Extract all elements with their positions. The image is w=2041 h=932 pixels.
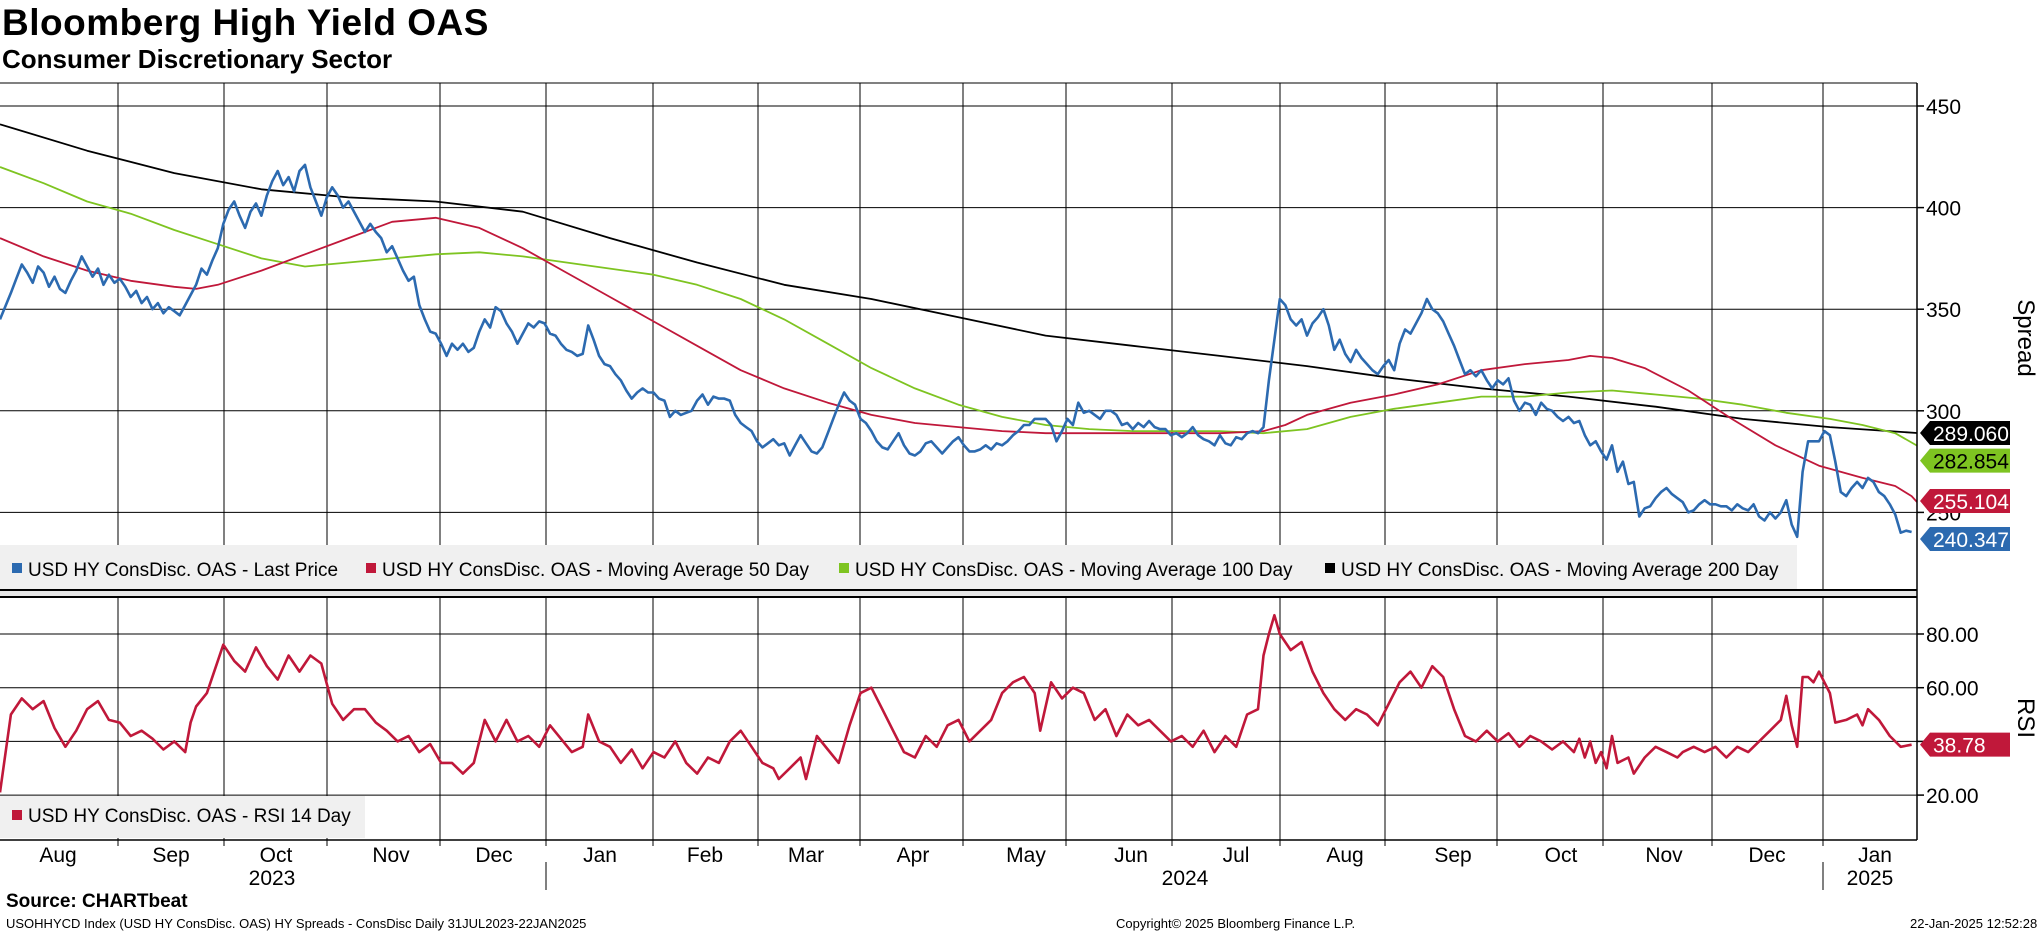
- chart-area: USD HY ConsDisc. OAS - Last Price USD HY …: [0, 82, 2039, 890]
- last-price-tag-bg: [1920, 527, 2010, 552]
- copyright-note: Copyright© 2025 Bloomberg Finance L.P.: [1116, 916, 1356, 931]
- grid-layer: [0, 83, 1917, 840]
- legend-label: USD HY ConsDisc. OAS - Last Price: [28, 560, 338, 581]
- x-month-label: Sep: [152, 844, 189, 867]
- ma200-line: [0, 123, 1918, 434]
- ma100-last-tag: 282.854: [1933, 451, 2009, 474]
- rsi-last-tag-bg: [1920, 732, 2010, 757]
- x-month-label: May: [1006, 844, 1046, 867]
- chart-frame: [0, 82, 1918, 841]
- spread-legend: [0, 545, 1797, 589]
- y-tick-label: 450: [1926, 96, 1961, 119]
- x-month-label: Aug: [39, 844, 76, 867]
- x-month-label: Jul: [1223, 844, 1250, 867]
- x-month-label: Mar: [788, 844, 824, 867]
- ma100-line: [0, 166, 1918, 447]
- x-month-label: Dec: [475, 844, 512, 867]
- x-year-label: 2025: [1847, 867, 1894, 890]
- x-month-label: Jun: [1114, 844, 1148, 867]
- x-month-label: Sep: [1434, 844, 1471, 867]
- axis-layer: 45040035030025080.0060.0040.0020.00Sprea…: [39, 96, 2039, 890]
- rsi-legend: [0, 796, 365, 838]
- last-value-tags: 289.060 282.854 255.104 240.347 38.78: [1920, 421, 2010, 758]
- panel-divider: [0, 590, 1917, 597]
- x-year-label: 2024: [1162, 867, 1209, 890]
- legend-swatch: [1325, 563, 1335, 573]
- legend-swatch: [839, 563, 849, 573]
- legend-layer: USD HY ConsDisc. OAS - Last Price USD HY …: [0, 545, 1797, 838]
- x-month-label: Dec: [1748, 844, 1785, 867]
- legend-swatch: [12, 810, 22, 820]
- x-month-label: Aug: [1326, 844, 1363, 867]
- last-price-tag: 240.347: [1933, 529, 2009, 552]
- chart-title: Bloomberg High Yield OAS: [2, 2, 489, 43]
- timestamp: 22-Jan-2025 12:52:28: [1910, 916, 2038, 931]
- chart-subtitle: Consumer Discretionary Sector: [2, 44, 393, 74]
- y-tick-label: 60.00: [1926, 678, 1979, 701]
- ma200-last-tag: 289.060: [1933, 423, 2009, 446]
- ma50-last-tag-bg: [1920, 489, 2010, 514]
- x-year-label: 2023: [249, 867, 296, 890]
- last-price-line: [0, 163, 1912, 539]
- ma100-last-tag-bg: [1920, 448, 2010, 473]
- legend-label: USD HY ConsDisc. OAS - Moving Average 50…: [382, 560, 809, 581]
- rsi-line: [0, 613, 1912, 793]
- x-month-label: Apr: [897, 844, 930, 867]
- rsi-series-layer: [0, 613, 1912, 793]
- y-tick-label: 300: [1926, 401, 1961, 424]
- x-month-label: Nov: [1645, 844, 1683, 867]
- ma50-last-tag: 255.104: [1933, 491, 2009, 514]
- legend-label: USD HY ConsDisc. OAS - Moving Average 20…: [1341, 560, 1779, 581]
- y-tick-label: 400: [1926, 198, 1961, 221]
- legend-label: USD HY ConsDisc. OAS - Moving Average 10…: [855, 560, 1293, 581]
- index-info: USOHHYCD Index (USD HY ConsDisc. OAS) HY…: [6, 916, 587, 931]
- x-month-label: Jan: [583, 844, 617, 867]
- y-tick-label: 350: [1926, 299, 1961, 322]
- ma200-last-tag-bg: [1920, 421, 2010, 446]
- y-axis-title: Spread: [2012, 299, 2039, 376]
- x-month-label: Feb: [687, 844, 723, 867]
- rsi-last-tag: 38.78: [1933, 735, 1986, 758]
- legend-swatch: [366, 563, 376, 573]
- x-month-label: Oct: [1545, 844, 1578, 867]
- x-month-label: Nov: [372, 844, 410, 867]
- x-month-label: Jan: [1858, 844, 1892, 867]
- legend-label: USD HY ConsDisc. OAS - RSI 14 Day: [28, 806, 351, 827]
- legend-swatch: [12, 563, 22, 573]
- spread-series-layer: [0, 123, 1918, 539]
- y-tick-label: 80.00: [1926, 624, 1979, 647]
- source-note: Source: CHARTbeat: [6, 891, 188, 912]
- ma50-line: [0, 216, 1918, 503]
- x-month-label: Oct: [260, 844, 293, 867]
- y-axis-title: RSI: [2012, 698, 2039, 738]
- y-tick-label: 20.00: [1926, 785, 1979, 808]
